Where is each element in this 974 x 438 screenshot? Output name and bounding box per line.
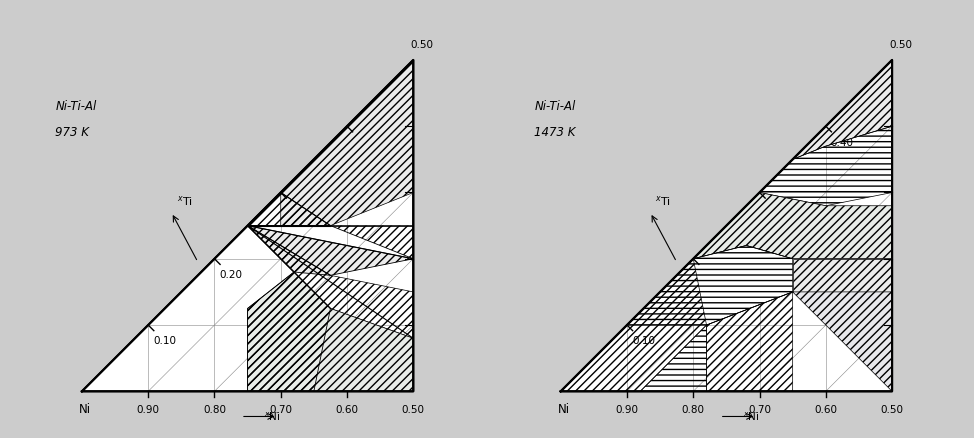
Text: 0.40: 0.40 — [831, 138, 853, 148]
Polygon shape — [693, 192, 892, 259]
Text: 0.80: 0.80 — [682, 405, 705, 414]
Text: $^x$Ti: $^x$Ti — [656, 194, 671, 208]
Text: 0.20: 0.20 — [219, 270, 243, 280]
Text: 0.50: 0.50 — [410, 40, 433, 50]
Text: 0.90: 0.90 — [616, 405, 639, 414]
Text: $^x$Ni: $^x$Ni — [264, 410, 281, 423]
Text: $^x$Ti: $^x$Ti — [176, 194, 193, 208]
Text: Ni: Ni — [557, 403, 570, 416]
Text: 0.70: 0.70 — [269, 405, 292, 414]
Text: 0.50: 0.50 — [401, 405, 425, 414]
Text: 0.70: 0.70 — [748, 405, 771, 414]
Text: 0.60: 0.60 — [814, 405, 838, 414]
Polygon shape — [247, 272, 413, 391]
Text: $^x$Ni: $^x$Ni — [743, 410, 760, 423]
Polygon shape — [82, 226, 247, 391]
Text: 0.10: 0.10 — [153, 336, 176, 346]
Polygon shape — [561, 60, 892, 391]
Text: 973 K: 973 K — [56, 126, 90, 139]
Text: 0.30: 0.30 — [765, 204, 787, 214]
Text: 0.50: 0.50 — [880, 405, 904, 414]
Text: 0.60: 0.60 — [335, 405, 358, 414]
Polygon shape — [627, 246, 892, 325]
Polygon shape — [247, 226, 413, 276]
Polygon shape — [793, 259, 892, 292]
Text: 0.40: 0.40 — [352, 138, 375, 148]
Text: 0.30: 0.30 — [285, 204, 309, 214]
Text: 0.50: 0.50 — [889, 40, 912, 50]
Polygon shape — [793, 60, 892, 159]
Polygon shape — [793, 292, 892, 391]
Text: Ni-Ti-Al: Ni-Ti-Al — [534, 100, 576, 113]
Polygon shape — [281, 60, 413, 226]
Polygon shape — [82, 60, 413, 391]
Text: Ni: Ni — [79, 403, 91, 416]
Text: 0.80: 0.80 — [203, 405, 226, 414]
Text: 0.90: 0.90 — [136, 405, 160, 414]
Text: 1473 K: 1473 K — [534, 126, 576, 139]
Text: 0.10: 0.10 — [632, 336, 655, 346]
Text: 0.20: 0.20 — [698, 270, 721, 280]
Text: Ni-Ti-Al: Ni-Ti-Al — [56, 100, 96, 113]
